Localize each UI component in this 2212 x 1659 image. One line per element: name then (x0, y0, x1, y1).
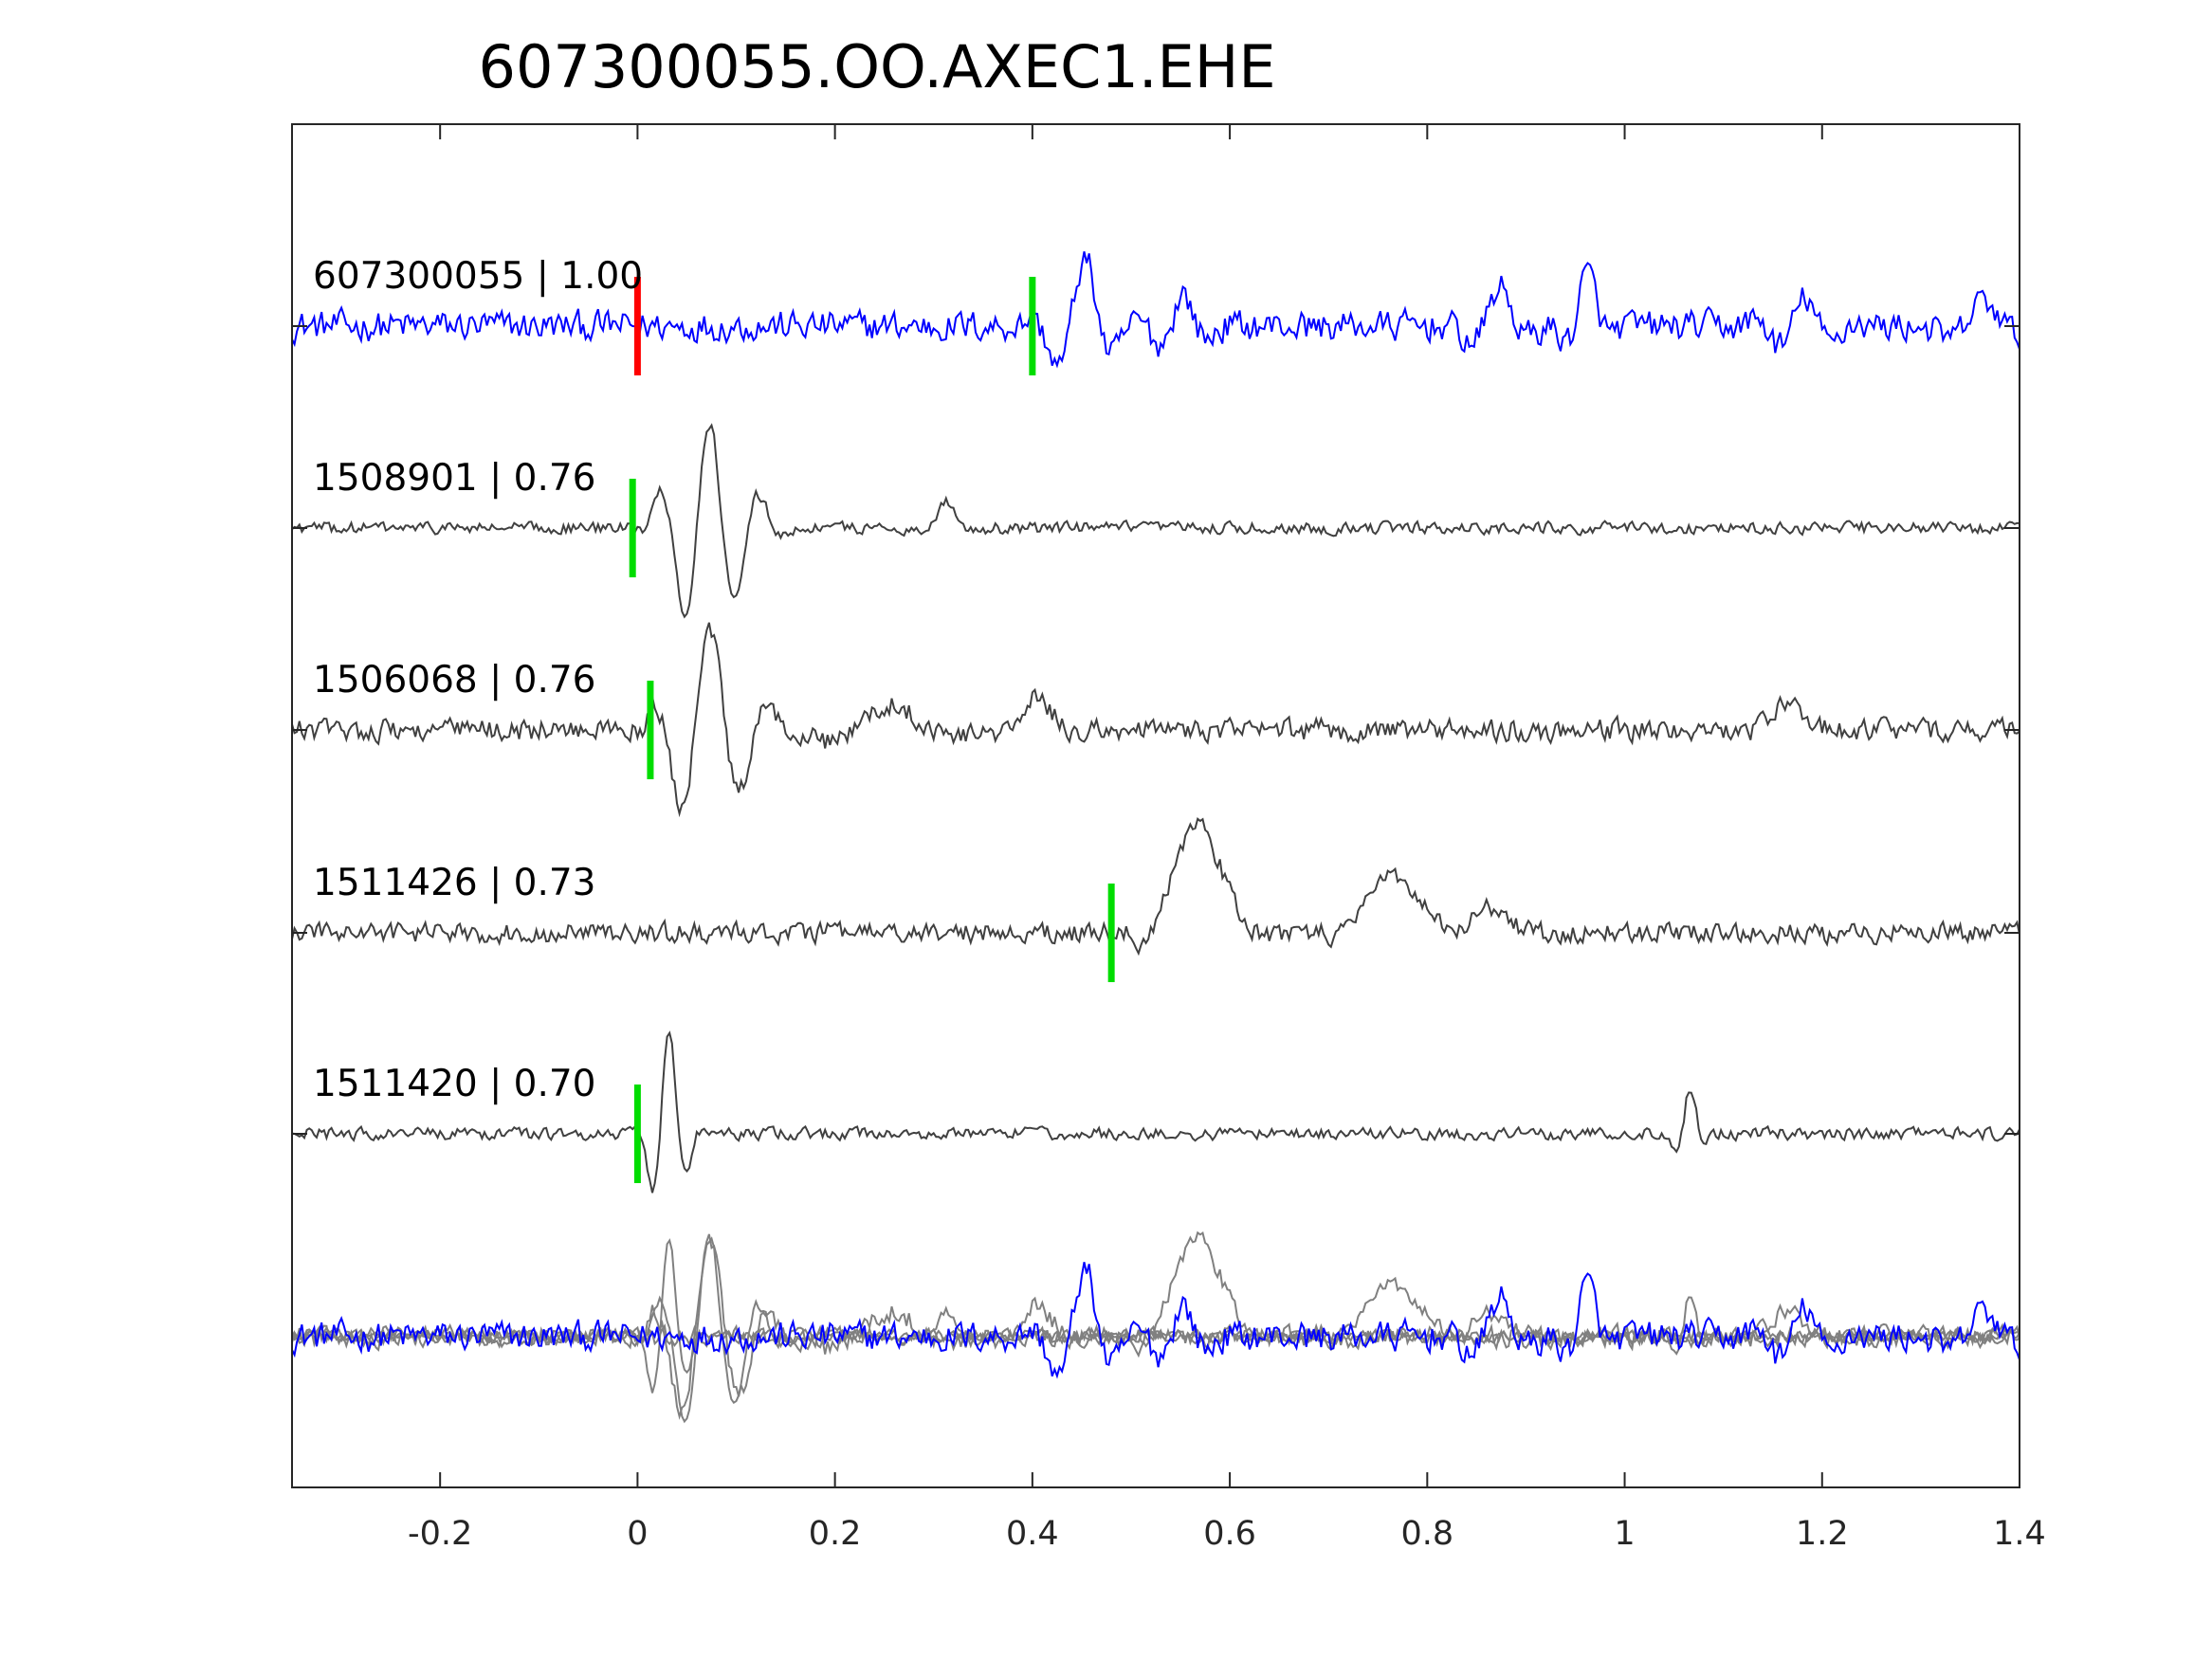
x-tick-label: 0 (627, 1515, 648, 1553)
x-tick-label: 0.6 (1203, 1515, 1256, 1553)
x-tick-label: 1.4 (1993, 1515, 2046, 1553)
trace-label-1506068: 1506068 | 0.76 (313, 659, 595, 702)
trace-1511426 (291, 817, 2020, 957)
x-tick-label: 1.2 (1796, 1515, 1849, 1553)
plot-frame (291, 123, 2020, 1488)
overlay-trace-1511420 (291, 1238, 2020, 1394)
trace-labels: 607300055 | 1.00 1508901 | 0.76 1506068 | … (313, 255, 643, 1105)
traces-layer (291, 251, 2020, 1424)
trace-607300055 (291, 251, 2020, 369)
x-tick-label: 1 (1614, 1515, 1635, 1553)
trace-1506068 (291, 622, 2020, 818)
x-tick-label: 0.4 (1006, 1515, 1059, 1553)
trace-1511420 (291, 1030, 2020, 1194)
trace-label-1511420: 1511420 | 0.70 (313, 1063, 595, 1105)
chart-title: 607300055.OO.AXEC1.EHE (479, 32, 1276, 101)
picks-layer (629, 277, 1115, 1183)
x-axis: -0.2 0 0.2 0.4 0.6 0.8 1 1.2 1.4 (292, 124, 2046, 1553)
trace-label-607300055: 607300055 | 1.00 (313, 255, 643, 298)
trace-1508901 (291, 423, 2020, 619)
trace-label-1508901: 1508901 | 0.76 (313, 457, 595, 500)
x-tick-label: 0.2 (809, 1515, 862, 1553)
trace-label-1511426: 1511426 | 0.73 (313, 862, 595, 904)
overlay-trace-607300055 (291, 1262, 2020, 1379)
x-tick-label: 0.8 (1400, 1515, 1453, 1553)
x-tick-label: -0.2 (408, 1515, 472, 1553)
